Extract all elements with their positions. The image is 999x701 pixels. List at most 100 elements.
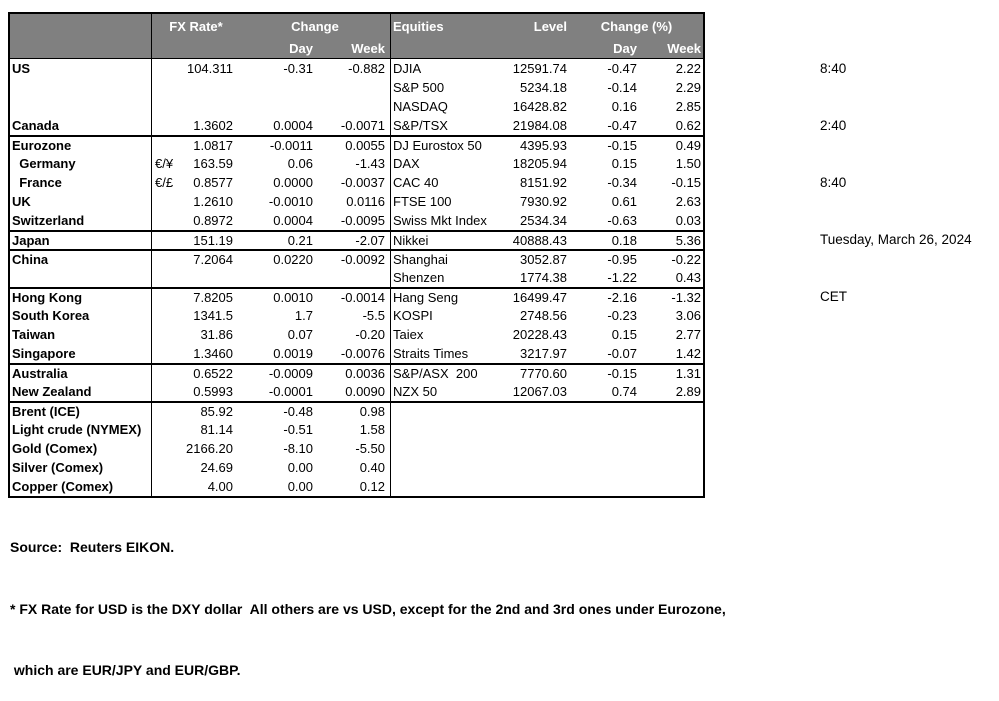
equity-week-cell: 3.06 bbox=[675, 308, 701, 323]
equity-name-cell: FTSE 100 bbox=[390, 192, 497, 211]
fx-pair-cell bbox=[151, 78, 181, 97]
fx-country-cell: Taiwan bbox=[12, 327, 56, 342]
equity-level-cell: 7770.60 bbox=[520, 366, 567, 381]
level-header: Level bbox=[533, 19, 567, 34]
fx-week-cell: -0.0092 bbox=[340, 252, 385, 267]
fx-day-cell: 0.0004 bbox=[273, 213, 313, 228]
equity-level-cell: 3052.87 bbox=[520, 252, 567, 267]
fx-pair-cell bbox=[151, 477, 181, 496]
fx-rate-cell: 0.8972 bbox=[193, 213, 233, 228]
equity-day-cell: -1.22 bbox=[607, 270, 637, 285]
empty-header-cell bbox=[181, 39, 240, 58]
fx-week-cell: 0.0055 bbox=[345, 138, 385, 153]
fx-week-cell bbox=[316, 268, 390, 287]
equity-name-cell: Shanghai bbox=[390, 251, 497, 268]
fx-country-cell: Silver (Comex) bbox=[12, 460, 104, 475]
fx-rate-cell bbox=[181, 78, 240, 97]
equity-week-cell: 0.43 bbox=[675, 270, 701, 285]
empty-header-cell bbox=[151, 39, 181, 58]
table-row: Canada 1.3602 0.0004 -0.0071 S&P/TSX 21984.08… bbox=[10, 116, 703, 135]
equities-header: Equities bbox=[390, 14, 497, 39]
equity-week-cell bbox=[640, 439, 703, 458]
equity-level-cell: 5234.18 bbox=[520, 80, 567, 95]
fx-rate-cell: 1.3460 bbox=[193, 346, 233, 361]
fx-day-cell: -0.51 bbox=[283, 422, 313, 437]
fx-day-cell: -0.31 bbox=[283, 61, 313, 76]
fx-country-cell: Germany bbox=[12, 156, 76, 171]
empty-header-cell bbox=[497, 39, 570, 58]
fx-pair-cell bbox=[151, 116, 181, 135]
equity-level-cell: 12067.03 bbox=[512, 384, 567, 399]
equity-week-cell: -0.22 bbox=[671, 252, 701, 267]
equity-day-cell: -0.15 bbox=[607, 366, 637, 381]
table-row: Singapore 1.3460 0.0019 -0.0076 Straits Time… bbox=[10, 344, 703, 363]
fx-country-cell: Brent (ICE) bbox=[12, 404, 80, 419]
fx-week-cell: -0.0095 bbox=[340, 213, 385, 228]
equities-week-header: Week bbox=[667, 41, 701, 56]
empty-header-cell bbox=[10, 39, 151, 58]
fx-country-cell: Japan bbox=[12, 233, 50, 248]
time-value: 8:40 bbox=[820, 61, 847, 76]
fx-rate-cell: 151.19 bbox=[193, 233, 233, 248]
table-row: S&P 500 5234.18 -0.14 2.29 bbox=[10, 78, 703, 97]
equity-week-cell: -0.15 bbox=[671, 175, 701, 190]
fx-rate-cell bbox=[181, 268, 240, 287]
equity-name-cell: CAC 40 bbox=[390, 173, 497, 192]
table-row: Brent (ICE) 85.92 -0.48 0.98 bbox=[10, 401, 703, 420]
table-row: US 104.311 -0.31 -0.882 DJIA 12591.74 -0.47 2.2… bbox=[10, 59, 703, 78]
time-panel: 8:40 2:40 8:40 Tuesday, March 26, 2024 C… bbox=[820, 21, 972, 325]
table-row: Switzerland 0.8972 0.0004 -0.0095 Swiss Mkt … bbox=[10, 211, 703, 230]
equity-name-cell bbox=[390, 458, 497, 477]
fx-rate-header: FX Rate* bbox=[151, 14, 240, 39]
equity-level-cell: 18205.94 bbox=[512, 156, 567, 171]
fx-pair-cell bbox=[151, 439, 181, 458]
fx-week-cell: -0.0014 bbox=[340, 290, 385, 305]
fx-day-cell bbox=[240, 97, 316, 116]
fx-week-cell bbox=[316, 78, 390, 97]
fx-country-cell: Canada bbox=[12, 118, 59, 133]
table-row: Japan 151.19 0.21 -2.07 Nikkei 40888.43 0.18 5.… bbox=[10, 230, 703, 249]
equity-name-cell: NASDAQ bbox=[390, 97, 497, 116]
table-row: UK 1.2610 -0.0010 0.0116 FTSE 100 7930.92 0.61… bbox=[10, 192, 703, 211]
equity-name-cell bbox=[390, 403, 497, 420]
fx-day-cell: 0.0000 bbox=[273, 175, 313, 190]
fx-rate-cell: 0.8577 bbox=[193, 175, 233, 190]
equity-level-cell: 1774.38 bbox=[520, 270, 567, 285]
equity-level-cell bbox=[497, 458, 570, 477]
fx-pair-cell bbox=[151, 251, 181, 268]
footer-notes: Source: Reuters EIKON. * FX Rate for USD… bbox=[10, 496, 726, 701]
fx-day-cell: -0.48 bbox=[283, 404, 313, 419]
equity-week-cell: 2.29 bbox=[675, 80, 701, 95]
fx-week-header: Week bbox=[351, 41, 385, 56]
fx-rate-cell: 7.8205 bbox=[193, 290, 233, 305]
equity-level-cell: 7930.92 bbox=[520, 194, 567, 209]
fx-rate-cell: 163.59 bbox=[193, 156, 233, 171]
fx-country-cell: Singapore bbox=[12, 346, 76, 361]
fx-week-cell: 0.0090 bbox=[345, 384, 385, 399]
fx-day-header: Day bbox=[289, 41, 313, 56]
source-note: Source: Reuters EIKON. bbox=[10, 539, 175, 555]
table-header: FX Rate* Change Equities Level Change (%… bbox=[10, 14, 703, 59]
fx-pair-cell bbox=[151, 137, 181, 154]
fx-day-cell: 0.0010 bbox=[273, 290, 313, 305]
fx-country-cell: South Korea bbox=[12, 308, 90, 323]
equity-name-cell: Straits Times bbox=[390, 344, 497, 363]
fx-day-cell: -0.0010 bbox=[268, 194, 313, 209]
fx-week-cell: -1.43 bbox=[355, 156, 385, 171]
table-row: Taiwan 31.86 0.07 -0.20 Taiex 20228.43 0.15 2.7… bbox=[10, 325, 703, 344]
fx-country-cell: China bbox=[12, 252, 49, 267]
table-row: Hong Kong 7.8205 0.0010 -0.0014 Hang Seng 164… bbox=[10, 287, 703, 306]
equity-name-cell bbox=[390, 420, 497, 439]
equity-week-cell: 0.03 bbox=[675, 213, 701, 228]
equity-day-cell: 0.15 bbox=[611, 327, 637, 342]
fx-day-cell bbox=[240, 78, 316, 97]
equity-week-cell: 1.42 bbox=[675, 346, 701, 361]
equity-day-cell: -0.47 bbox=[607, 61, 637, 76]
date-value: Tuesday, March 26, 2024 bbox=[820, 232, 972, 247]
fx-rate-cell: 1341.5 bbox=[193, 308, 233, 323]
equity-level-cell: 12591.74 bbox=[512, 61, 567, 76]
equity-level-cell: 16428.82 bbox=[512, 99, 567, 114]
table-header-row-2: Day Week Day Week bbox=[10, 39, 703, 58]
fx-day-cell: 0.00 bbox=[287, 460, 313, 475]
time-value: 8:40 bbox=[820, 175, 847, 190]
